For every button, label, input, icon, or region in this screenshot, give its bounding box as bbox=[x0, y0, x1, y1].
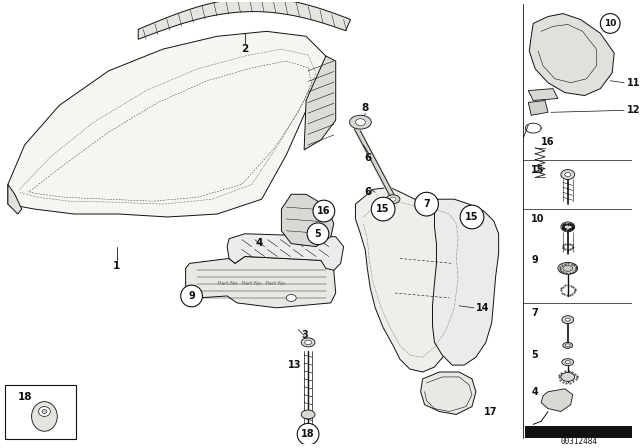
FancyBboxPatch shape bbox=[5, 385, 76, 439]
Text: 11: 11 bbox=[627, 78, 640, 88]
Text: 4: 4 bbox=[531, 387, 538, 397]
Text: 18: 18 bbox=[301, 429, 315, 439]
Text: 5: 5 bbox=[315, 229, 321, 239]
Polygon shape bbox=[541, 389, 573, 412]
Text: 16: 16 bbox=[317, 206, 331, 216]
Ellipse shape bbox=[355, 119, 365, 125]
Circle shape bbox=[313, 200, 335, 222]
Polygon shape bbox=[528, 100, 548, 115]
Text: 15: 15 bbox=[531, 164, 545, 175]
Ellipse shape bbox=[390, 197, 396, 201]
Text: 4: 4 bbox=[255, 237, 262, 248]
Circle shape bbox=[307, 223, 329, 245]
Text: 8: 8 bbox=[362, 103, 369, 113]
Ellipse shape bbox=[565, 172, 571, 177]
Circle shape bbox=[600, 13, 620, 33]
Ellipse shape bbox=[558, 263, 578, 274]
Text: 7: 7 bbox=[531, 308, 538, 318]
Text: 16: 16 bbox=[541, 137, 555, 147]
Ellipse shape bbox=[42, 409, 47, 414]
Text: Part No.  Part No.  Part No.: Part No. Part No. Part No. bbox=[218, 280, 286, 286]
Polygon shape bbox=[529, 13, 614, 95]
Ellipse shape bbox=[305, 340, 312, 345]
Circle shape bbox=[371, 197, 395, 221]
Ellipse shape bbox=[562, 316, 573, 323]
Text: 10: 10 bbox=[604, 19, 616, 28]
Polygon shape bbox=[8, 31, 326, 217]
Bar bbox=[525, 426, 632, 438]
Text: 15: 15 bbox=[376, 204, 390, 214]
Polygon shape bbox=[186, 256, 336, 308]
Ellipse shape bbox=[563, 342, 573, 348]
Circle shape bbox=[415, 192, 438, 216]
Text: 15: 15 bbox=[465, 212, 479, 222]
Text: 2: 2 bbox=[241, 44, 248, 54]
Text: 18: 18 bbox=[18, 392, 32, 402]
Text: 5: 5 bbox=[531, 350, 538, 360]
Polygon shape bbox=[528, 89, 558, 100]
Ellipse shape bbox=[561, 372, 575, 381]
Circle shape bbox=[180, 285, 202, 307]
Polygon shape bbox=[355, 187, 466, 372]
Ellipse shape bbox=[565, 344, 570, 347]
Polygon shape bbox=[420, 372, 476, 414]
Text: 1: 1 bbox=[113, 261, 120, 271]
Text: 6: 6 bbox=[365, 153, 372, 163]
Polygon shape bbox=[8, 185, 22, 214]
Text: 10: 10 bbox=[531, 214, 545, 224]
Polygon shape bbox=[304, 56, 336, 150]
Text: 9: 9 bbox=[531, 255, 538, 265]
Ellipse shape bbox=[349, 115, 371, 129]
Polygon shape bbox=[138, 0, 351, 39]
Ellipse shape bbox=[301, 338, 315, 347]
Text: 13: 13 bbox=[287, 360, 301, 370]
Text: 12: 12 bbox=[627, 105, 640, 115]
Ellipse shape bbox=[386, 195, 400, 204]
Text: 3: 3 bbox=[301, 331, 308, 340]
Circle shape bbox=[297, 423, 319, 445]
Ellipse shape bbox=[562, 359, 573, 366]
Ellipse shape bbox=[561, 170, 575, 180]
Text: 14: 14 bbox=[476, 303, 490, 313]
Text: 17: 17 bbox=[484, 406, 497, 417]
Text: 7: 7 bbox=[423, 199, 430, 209]
Text: 6: 6 bbox=[365, 187, 372, 197]
Ellipse shape bbox=[563, 265, 573, 271]
Ellipse shape bbox=[286, 294, 296, 302]
Ellipse shape bbox=[565, 361, 570, 364]
Ellipse shape bbox=[31, 401, 57, 431]
Ellipse shape bbox=[301, 410, 315, 419]
Ellipse shape bbox=[561, 222, 575, 232]
Polygon shape bbox=[227, 234, 344, 270]
Polygon shape bbox=[282, 194, 333, 246]
Ellipse shape bbox=[565, 318, 570, 321]
Ellipse shape bbox=[38, 407, 51, 417]
Text: 9: 9 bbox=[188, 291, 195, 301]
Circle shape bbox=[460, 205, 484, 229]
Text: 00312484: 00312484 bbox=[560, 437, 597, 446]
Polygon shape bbox=[433, 199, 499, 365]
